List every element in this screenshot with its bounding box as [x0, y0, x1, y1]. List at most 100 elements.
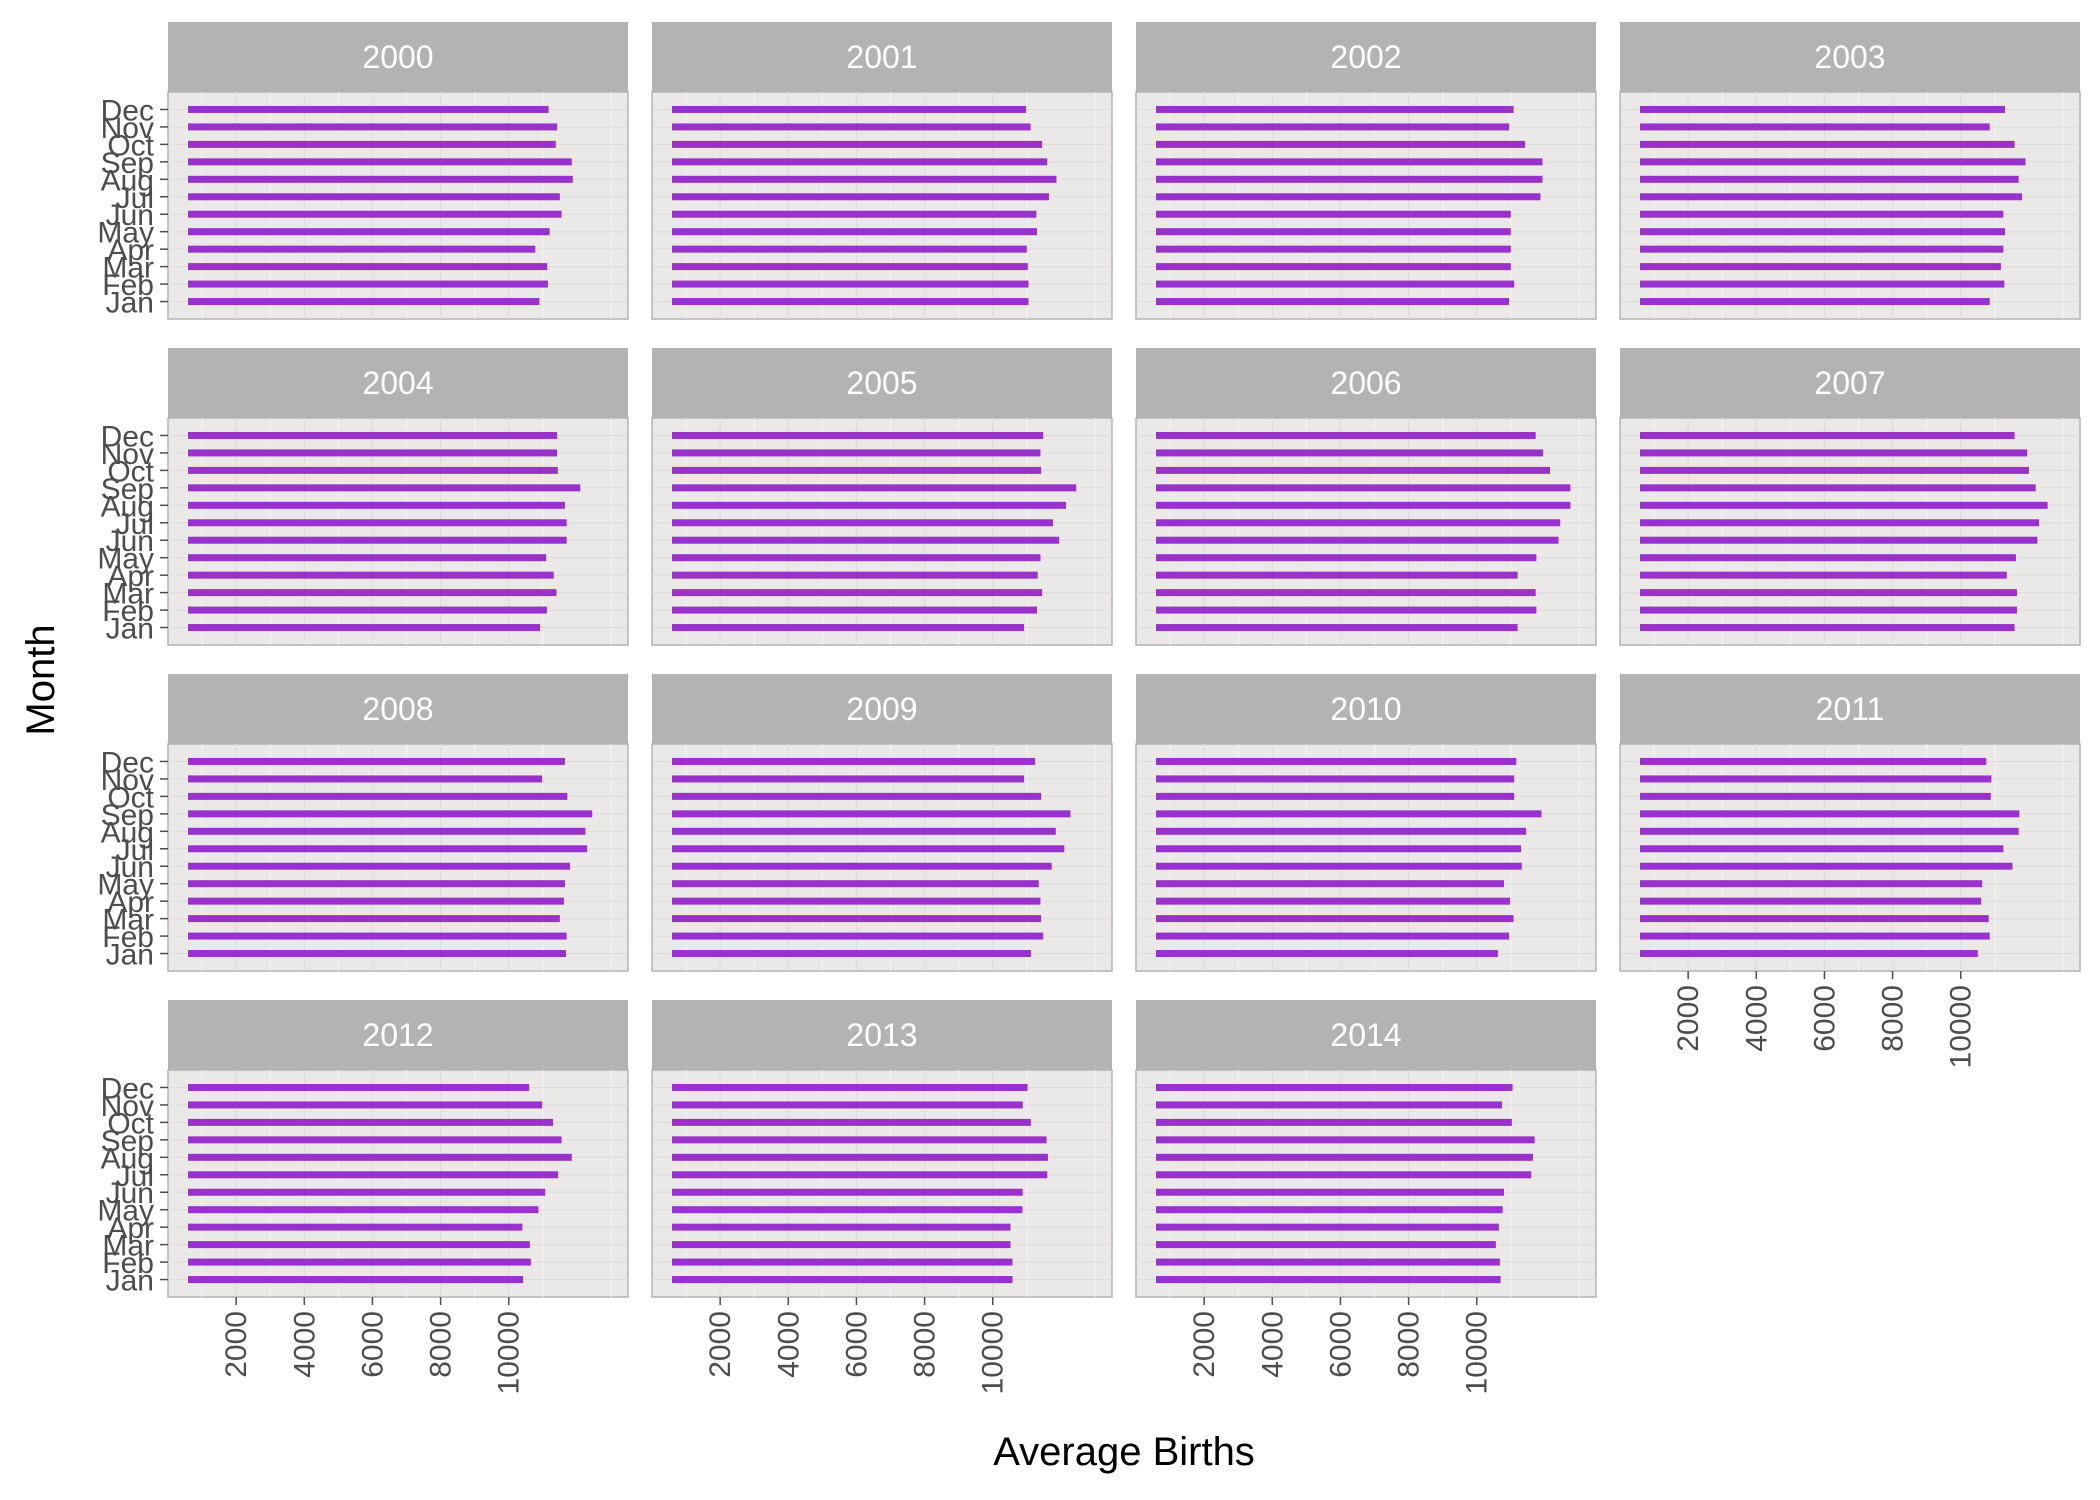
bar-2014-aug	[1156, 1153, 1533, 1161]
bar-2007-dec	[1640, 431, 2015, 439]
bar-2011-apr	[1640, 897, 1982, 905]
bar-2002-sep	[1156, 158, 1543, 166]
bar-2013-dec	[672, 1083, 1028, 1091]
facet-strip-label: 2009	[846, 691, 917, 727]
bar-2001-nov	[672, 123, 1031, 131]
bar-2014-sep	[1156, 1136, 1535, 1144]
bar-2008-dec	[188, 757, 565, 765]
bar-2013-jan	[672, 1276, 1013, 1284]
bar-2008-jan	[188, 950, 566, 958]
bar-2012-aug	[188, 1153, 572, 1161]
bar-2013-mar	[672, 1241, 1011, 1249]
bar-2014-mar	[1156, 1241, 1496, 1249]
bar-2002-may	[1156, 228, 1511, 236]
bar-2010-may	[1156, 880, 1504, 888]
y-tick-label: May	[97, 869, 154, 902]
y-tick-label: Nov	[101, 764, 154, 797]
x-tick-label: 6000	[1808, 985, 1841, 1052]
y-axis-title: Month	[19, 624, 63, 735]
x-tick-label: 8000	[909, 1311, 942, 1378]
bar-2011-jan	[1640, 950, 1978, 958]
y-tick-label: Feb	[102, 921, 154, 954]
bar-2005-jul	[672, 519, 1054, 527]
bar-2004-sep	[188, 484, 581, 492]
x-tick-label: 6000	[840, 1311, 873, 1378]
bar-2011-jun	[1640, 862, 2013, 870]
x-tick-label: 8000	[1393, 1311, 1426, 1378]
bar-2000-mar	[188, 263, 548, 271]
x-tick-label: 2000	[1672, 985, 1705, 1052]
x-tick-label: 6000	[1324, 1311, 1357, 1378]
bar-2010-oct	[1156, 792, 1515, 800]
facet-strip	[1136, 22, 1596, 92]
bar-2006-jul	[1156, 519, 1561, 527]
y-tick-label: Jun	[106, 851, 154, 884]
bar-2000-dec	[188, 105, 549, 113]
bar-2006-aug	[1156, 501, 1571, 509]
bar-2005-dec	[672, 431, 1044, 439]
bar-2014-dec	[1156, 1083, 1513, 1091]
y-tick-label: Jan	[106, 939, 154, 972]
facet-strip-label: 2000	[362, 39, 433, 75]
x-tick-label: 8000	[425, 1311, 458, 1378]
bar-2013-feb	[672, 1258, 1013, 1266]
y-tick-label: May	[97, 543, 154, 576]
facet-strip-label: 2012	[362, 1017, 433, 1053]
facet-strip-label: 2001	[846, 39, 917, 75]
y-tick-label: Sep	[101, 473, 154, 506]
y-tick-label: Apr	[107, 886, 154, 919]
facet-strip	[652, 1000, 1112, 1070]
bar-2008-mar	[188, 915, 560, 923]
bar-2002-mar	[1156, 263, 1511, 271]
bar-2003-may	[1640, 228, 2006, 236]
bar-2011-sep	[1640, 810, 2020, 818]
panel-2007: 2007	[1619, 348, 2081, 646]
y-tick-label: May	[97, 217, 154, 250]
bar-2004-jun	[188, 536, 567, 544]
bar-2014-jun	[1156, 1188, 1504, 1196]
y-tick-label: Apr	[107, 234, 154, 267]
bar-2001-apr	[672, 245, 1027, 253]
panel-2009: 2009	[651, 674, 1113, 972]
x-tick-label: 10000	[1945, 985, 1978, 1068]
x-tick-label: 6000	[356, 1311, 389, 1378]
bar-2007-aug	[1640, 501, 2048, 509]
bar-2012-dec	[188, 1083, 530, 1091]
bar-2006-nov	[1156, 449, 1544, 457]
y-tick-label: Dec	[101, 420, 154, 453]
bar-2002-oct	[1156, 140, 1526, 148]
bar-2002-jun	[1156, 210, 1511, 218]
bar-2002-jul	[1156, 193, 1541, 201]
panel-2014: 2014 2000 4000 6000 8000 10000	[1135, 1000, 1597, 1394]
bar-2000-sep	[188, 158, 572, 166]
bar-2014-feb	[1156, 1258, 1500, 1266]
bar-2009-apr	[672, 897, 1041, 905]
bar-2014-jul	[1156, 1171, 1532, 1179]
facet-strip-label: 2005	[846, 365, 917, 401]
y-tick-label: Mar	[102, 578, 154, 611]
bar-2010-dec	[1156, 757, 1517, 765]
bar-2014-apr	[1156, 1223, 1499, 1231]
bar-2003-nov	[1640, 123, 1990, 131]
facet-strip-label: 2002	[1330, 39, 1401, 75]
bar-2001-may	[672, 228, 1038, 236]
y-tick-label: Jul	[116, 508, 154, 541]
y-tick-label: Aug	[101, 816, 154, 849]
bar-2007-jan	[1640, 624, 2015, 632]
bar-2010-jun	[1156, 862, 1522, 870]
y-tick-label: Mar	[102, 252, 154, 285]
bar-2013-oct	[672, 1118, 1031, 1126]
facet-strip	[1620, 22, 2080, 92]
y-tick-label: Nov	[101, 1090, 154, 1123]
bar-2002-apr	[1156, 245, 1511, 253]
bar-2010-aug	[1156, 827, 1527, 835]
y-tick-label: Sep	[101, 147, 154, 180]
bar-2009-aug	[672, 827, 1056, 835]
bar-2002-dec	[1156, 105, 1514, 113]
bar-2001-sep	[672, 158, 1048, 166]
bar-2006-apr	[1156, 571, 1518, 579]
bar-2014-jan	[1156, 1276, 1501, 1284]
bar-2004-mar	[188, 589, 557, 597]
facet-strip-label: 2003	[1814, 39, 1885, 75]
